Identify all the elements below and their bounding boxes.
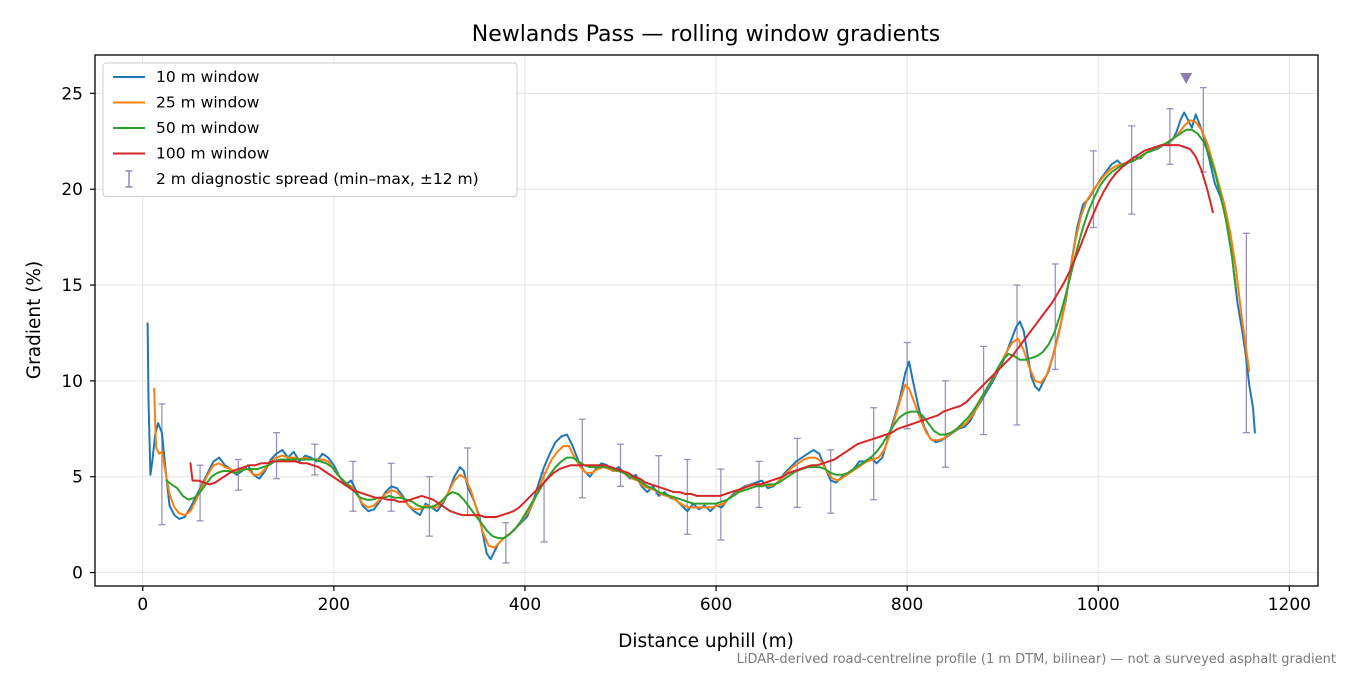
legend-label: 100 m window bbox=[156, 145, 270, 163]
spread-errorbar bbox=[941, 380, 949, 468]
y-tick-label: 5 bbox=[72, 468, 83, 488]
spread-errorbar bbox=[578, 418, 586, 499]
legend-item-100-m-window: 100 m window bbox=[113, 145, 270, 163]
spread-errorbar bbox=[793, 437, 801, 509]
spread-errorbar bbox=[1128, 125, 1136, 215]
legend: 10 m window 25 m window 50 m window 100 m w… bbox=[102, 62, 518, 197]
footnote: LiDAR-derived road-centreline profile (1… bbox=[736, 652, 1336, 667]
y-tick-label: 25 bbox=[61, 84, 83, 104]
spread-errorbar bbox=[158, 403, 166, 526]
x-tick-label: 200 bbox=[318, 595, 350, 615]
spread-errorbar bbox=[1166, 108, 1174, 165]
legend-item-spread: 2 m diagnostic spread (min–max, ±12 m) bbox=[125, 170, 479, 188]
spread-errorbar bbox=[617, 443, 625, 487]
legend-item-50-m-window: 50 m window bbox=[113, 119, 260, 137]
y-tick-label: 15 bbox=[61, 276, 83, 296]
spread-errorbar bbox=[234, 458, 242, 491]
spread-errorbar bbox=[1242, 232, 1250, 434]
tick-layer: 0 200 400 600 800 1000 1200 0 5 10 15 20 25 bbox=[61, 84, 1311, 615]
x-tick-label: 400 bbox=[509, 595, 541, 615]
chart-title: Newlands Pass — rolling window gradients bbox=[472, 22, 940, 47]
x-tick-label: 800 bbox=[891, 595, 923, 615]
series-line-10-m-window bbox=[146, 111, 1256, 561]
y-axis-label: Gradient (%) bbox=[24, 261, 45, 379]
spread-errorbar bbox=[273, 431, 281, 480]
summit-marker bbox=[1180, 73, 1193, 85]
spread-errorbar bbox=[683, 458, 691, 535]
y-tick-label: 10 bbox=[61, 372, 83, 392]
x-tick-label: 600 bbox=[700, 595, 732, 615]
plot-frame bbox=[94, 54, 1319, 587]
legend-frame bbox=[102, 62, 518, 197]
legend-item-25-m-window: 25 m window bbox=[113, 94, 260, 112]
spread-errorbar bbox=[1013, 284, 1021, 426]
x-tick-label: 0 bbox=[137, 595, 148, 615]
y-tick-label: 20 bbox=[61, 180, 83, 200]
series-layer bbox=[146, 111, 1256, 561]
y-tick-label: 0 bbox=[72, 564, 83, 584]
legend-label: 50 m window bbox=[156, 119, 260, 137]
x-tick-label: 1200 bbox=[1268, 595, 1311, 615]
legend-label: 10 m window bbox=[156, 68, 260, 86]
legend-label: 2 m diagnostic spread (min–max, ±12 m) bbox=[156, 170, 479, 188]
legend-label: 25 m window bbox=[156, 94, 260, 112]
spread-errorbar bbox=[980, 345, 988, 436]
marker-layer bbox=[1180, 73, 1193, 85]
x-tick-label: 1000 bbox=[1077, 595, 1120, 615]
spread-errorbar bbox=[1051, 263, 1059, 371]
series-line-50-m-window bbox=[165, 128, 1237, 540]
x-axis-label: Distance uphill (m) bbox=[618, 631, 794, 652]
spread-errorbar bbox=[502, 522, 510, 564]
series-line-100-m-window bbox=[189, 144, 1214, 518]
grid-layer bbox=[95, 55, 1318, 586]
legend-item-10-m-window: 10 m window bbox=[113, 68, 260, 86]
